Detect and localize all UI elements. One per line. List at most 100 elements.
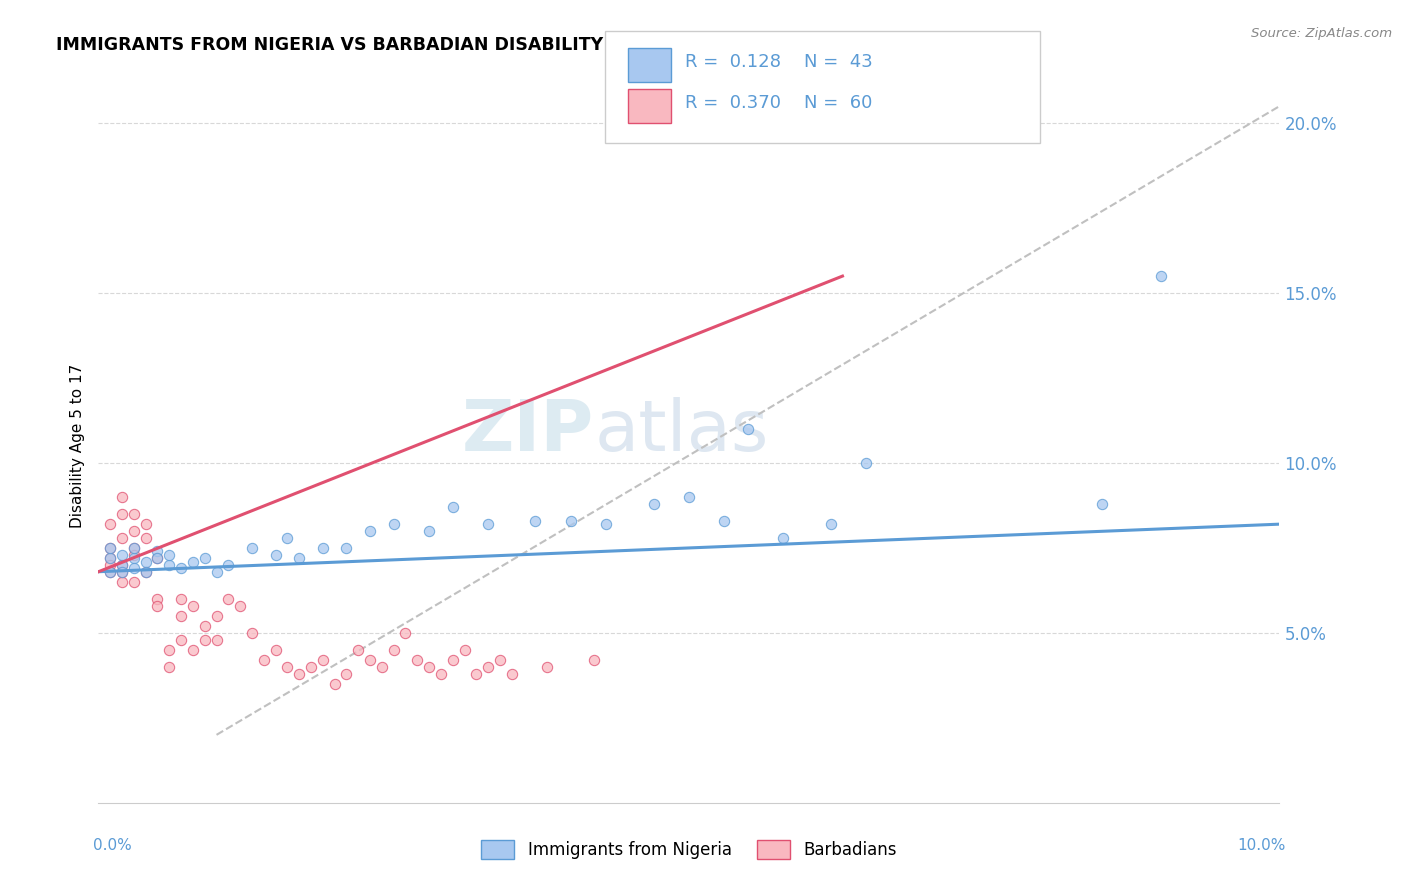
Point [217, 558, 239, 572]
Text: R =  0.370    N =  60: R = 0.370 N = 60 [685, 94, 872, 112]
Point [111, 507, 134, 521]
Point [157, 558, 180, 572]
Text: R =  0.128    N =  43: R = 0.128 N = 43 [685, 54, 873, 71]
Point [772, 531, 794, 545]
Point [181, 643, 204, 657]
Point [122, 551, 145, 566]
Point [489, 653, 512, 667]
Point [560, 514, 582, 528]
Point [111, 531, 134, 545]
Point [441, 500, 464, 515]
Point [430, 666, 453, 681]
Point [276, 531, 298, 545]
Point [855, 456, 877, 470]
Point [111, 548, 134, 562]
Point [98, 565, 121, 579]
Point [181, 555, 204, 569]
Point [418, 660, 440, 674]
Point [382, 517, 405, 532]
Point [371, 660, 394, 674]
Point [111, 490, 134, 504]
Point [111, 558, 134, 572]
Point [170, 608, 193, 623]
Text: ZIP: ZIP [463, 397, 595, 467]
Point [205, 608, 228, 623]
Point [335, 666, 357, 681]
Point [382, 643, 405, 657]
Point [122, 541, 145, 555]
Point [122, 574, 145, 589]
Text: 0.0%: 0.0% [93, 838, 131, 853]
Point [98, 558, 121, 572]
Point [737, 422, 759, 436]
Text: IMMIGRANTS FROM NIGERIA VS BARBADIAN DISABILITY AGE 5 TO 17 CORRELATION CHART: IMMIGRANTS FROM NIGERIA VS BARBADIAN DIS… [56, 36, 945, 54]
Point [135, 565, 157, 579]
Point [122, 548, 145, 562]
Point [312, 541, 335, 555]
Point [643, 497, 665, 511]
Text: 10.0%: 10.0% [1237, 838, 1285, 853]
Point [678, 490, 700, 504]
Point [98, 551, 121, 566]
Point [264, 643, 287, 657]
Point [205, 632, 228, 647]
Point [418, 524, 440, 538]
Point [122, 541, 145, 555]
Point [583, 653, 606, 667]
Point [288, 666, 311, 681]
Point [98, 517, 121, 532]
Point [347, 643, 370, 657]
Point [312, 653, 335, 667]
Point [394, 626, 416, 640]
Text: Source: ZipAtlas.com: Source: ZipAtlas.com [1251, 27, 1392, 40]
Point [135, 531, 157, 545]
Point [135, 565, 157, 579]
Point [98, 551, 121, 566]
Point [477, 660, 499, 674]
Point [146, 599, 169, 613]
Point [299, 660, 322, 674]
Point [229, 599, 252, 613]
Point [253, 653, 276, 667]
Point [170, 591, 193, 606]
Point [122, 524, 145, 538]
Point [122, 561, 145, 575]
Point [170, 632, 193, 647]
Point [146, 544, 169, 558]
Point [194, 619, 217, 633]
Point [205, 565, 228, 579]
Point [524, 514, 547, 528]
Point [111, 574, 134, 589]
Point [240, 626, 263, 640]
Point [359, 653, 381, 667]
Point [453, 643, 475, 657]
Point [240, 541, 263, 555]
Point [1150, 269, 1173, 284]
Point [1091, 497, 1114, 511]
Point [820, 517, 842, 532]
Point [157, 643, 180, 657]
Point [359, 524, 381, 538]
Point [98, 541, 121, 555]
Point [135, 517, 157, 532]
Point [194, 632, 217, 647]
Point [146, 551, 169, 566]
Point [595, 517, 617, 532]
Point [288, 551, 311, 566]
Point [111, 565, 134, 579]
Point [135, 555, 157, 569]
Point [264, 548, 287, 562]
Point [181, 599, 204, 613]
Point [146, 591, 169, 606]
Point [146, 551, 169, 566]
Point [217, 591, 239, 606]
Point [122, 507, 145, 521]
Point [501, 666, 523, 681]
Point [194, 551, 217, 566]
Point [157, 660, 180, 674]
Point [98, 565, 121, 579]
Point [323, 677, 346, 691]
Point [111, 565, 134, 579]
Point [477, 517, 499, 532]
Point [98, 541, 121, 555]
